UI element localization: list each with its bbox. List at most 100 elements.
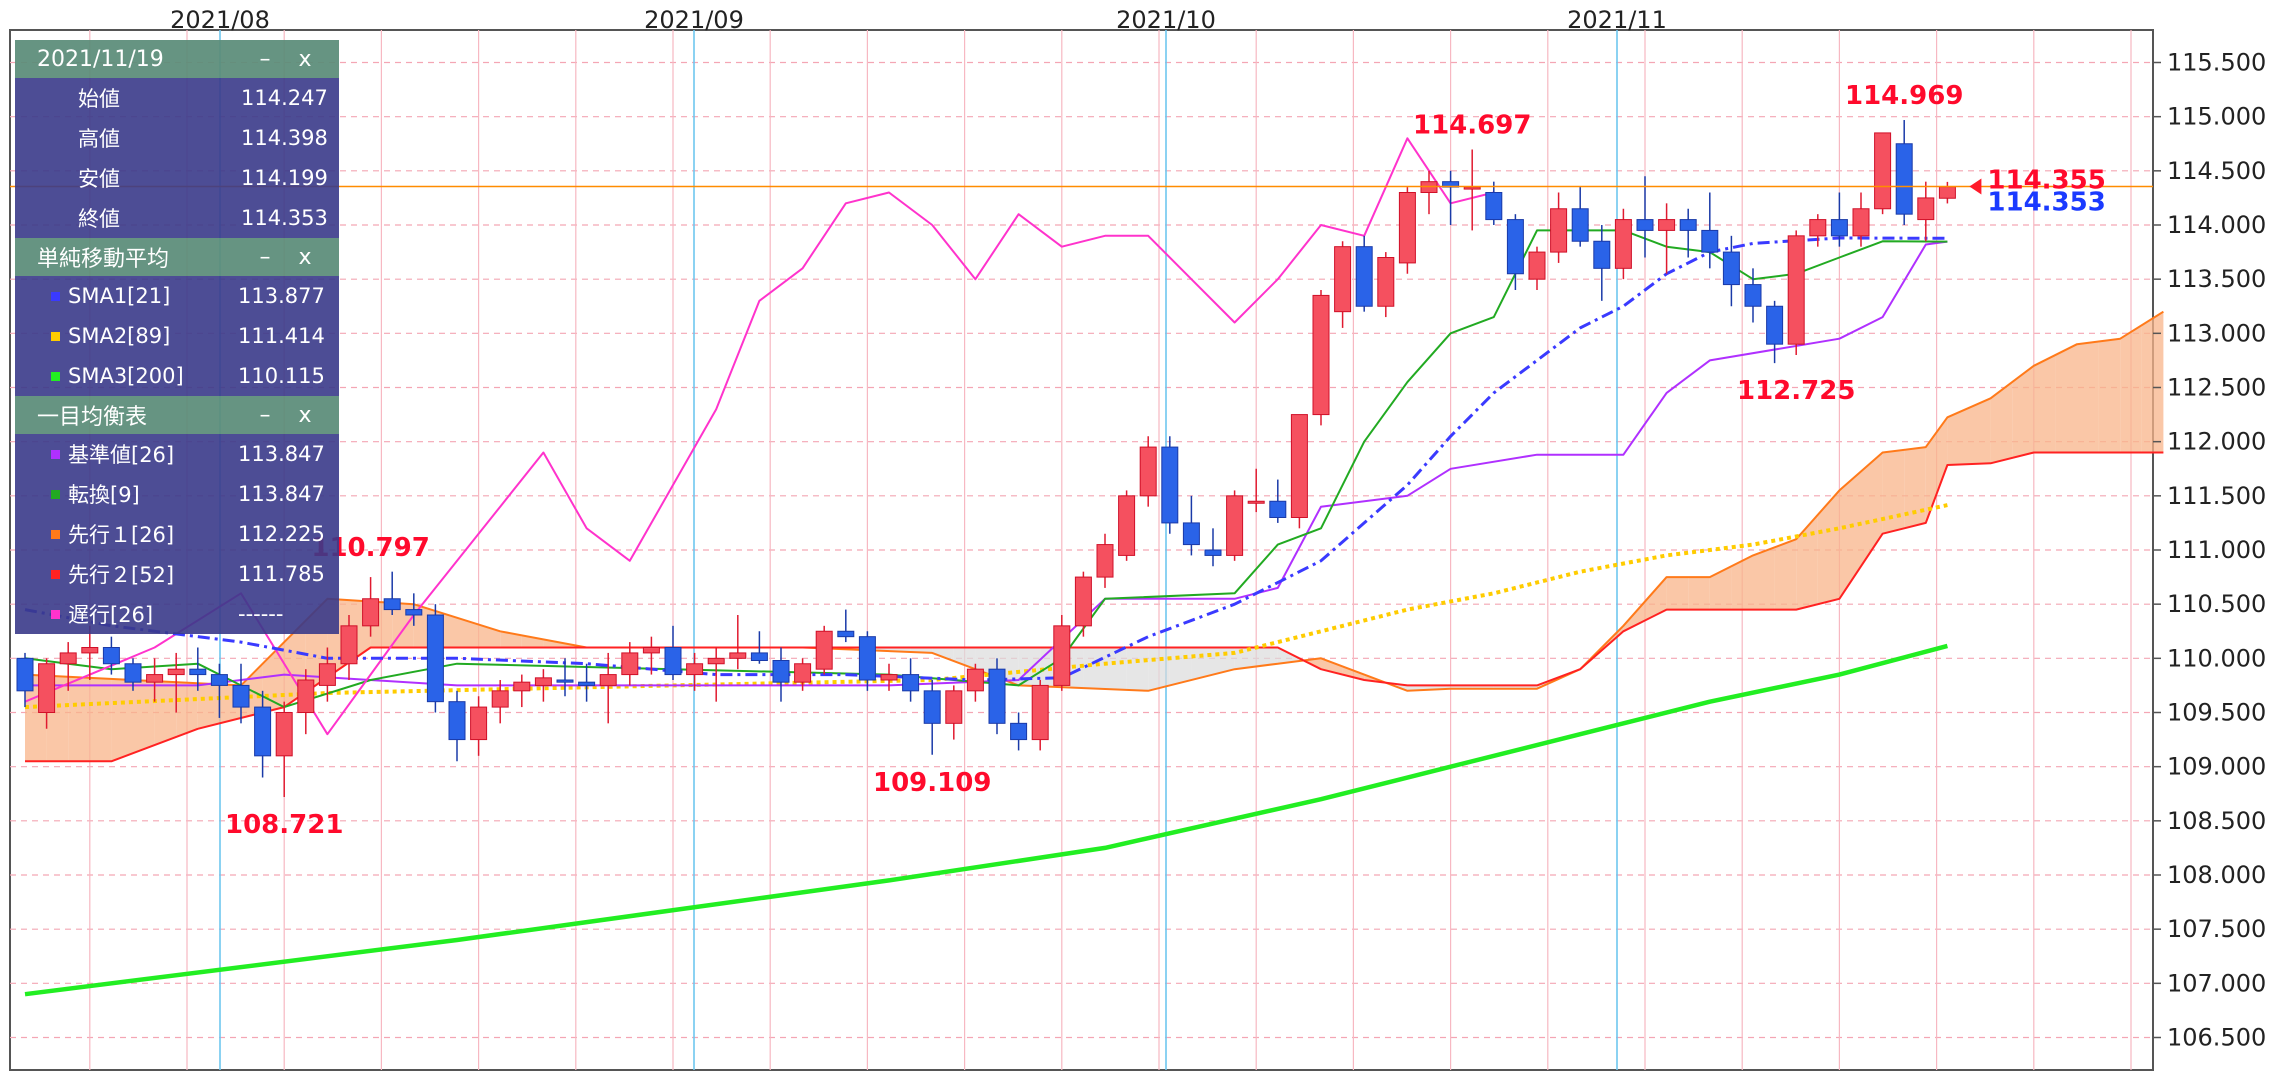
candle-body: [16, 657, 34, 692]
candle-body: [729, 652, 747, 659]
cloud-segment: [1774, 539, 1797, 610]
cloud-segment: [1839, 471, 1861, 599]
legend-swatch: [51, 449, 60, 459]
cloud-segment: [111, 678, 133, 762]
candle-body: [750, 652, 768, 662]
cloud-segment: [154, 681, 177, 745]
candle-body: [534, 677, 552, 686]
candle-body: [210, 674, 228, 686]
candle-body: [232, 684, 250, 708]
y-tick-label: 107.500: [2167, 915, 2266, 943]
cloud-segment: [2141, 311, 2164, 453]
grid: [10, 30, 2153, 1070]
high-low-annotation: 109.109: [873, 768, 991, 798]
cloud-segment: [1969, 398, 1991, 465]
y-tick-label: 112.000: [2167, 428, 2266, 456]
candle-body: [340, 625, 358, 665]
y-tick-label: 107.000: [2167, 969, 2266, 997]
minimize-button[interactable]: –: [259, 402, 271, 428]
candle-body: [1355, 246, 1373, 307]
cloud-segment: [2077, 341, 2099, 453]
candle-body: [837, 630, 855, 638]
cloud-segment: [1990, 382, 2013, 464]
candle-body: [815, 630, 833, 670]
candle-body: [470, 706, 488, 741]
chikou-line: [24, 137, 1495, 736]
sma200-line: [24, 643, 1948, 997]
x-tick-label: 2021/10: [1116, 6, 1216, 34]
cloud-segment: [1148, 647, 1170, 691]
candle-body: [426, 614, 444, 703]
candle-body: [1938, 186, 1956, 199]
minimize-button[interactable]: –: [259, 46, 271, 72]
candle-body: [945, 690, 963, 724]
ohlc-header: 2021/11/19 – x: [15, 40, 339, 78]
legend-swatch: [51, 291, 60, 301]
ichimoku-row: 遅行[26] ------: [15, 594, 339, 634]
candle-body: [966, 668, 984, 692]
bid-price-label: 114.353: [1987, 188, 2105, 218]
candle-body: [1571, 208, 1589, 242]
indicator-panel: 2021/11/19 – x 始値 114.247 高値 114.398 安値 114…: [15, 40, 339, 634]
candle-body: [59, 652, 77, 665]
y-tick-label: 115.000: [2167, 103, 2266, 131]
cloud-segment: [2055, 344, 2077, 453]
minimize-button[interactable]: –: [259, 244, 271, 270]
candles: [16, 120, 1956, 797]
candle-body: [1809, 219, 1827, 237]
candle-body: [254, 706, 272, 757]
y-tick-label: 110.500: [2167, 590, 2266, 618]
y-tick-label: 112.500: [2167, 374, 2266, 402]
candle-body: [189, 668, 207, 676]
x-tick-label: 2021/09: [644, 6, 744, 34]
legend-swatch: [51, 489, 60, 499]
ichimoku-title: 一目均衡表: [37, 405, 148, 430]
legend-swatch: [51, 569, 60, 579]
candle-body: [642, 647, 660, 654]
candle-body: [1917, 197, 1935, 221]
candle-body: [1766, 305, 1784, 345]
candle-body: [1204, 549, 1222, 556]
candle-body: [1010, 722, 1028, 741]
ichimoku-row: 先行１[26] 112.225: [15, 514, 339, 554]
candle-body: [880, 674, 898, 681]
sma-header: 単純移動平均 – x: [15, 238, 339, 276]
ichimoku-row: 先行２[52] 111.785: [15, 554, 339, 594]
candle-body: [578, 681, 596, 686]
candle-body: [1658, 219, 1676, 231]
close-button[interactable]: x: [298, 244, 312, 270]
cloud-segment: [2012, 365, 2034, 458]
close-button[interactable]: x: [298, 46, 312, 72]
candle-body: [1226, 495, 1244, 556]
candle-body: [297, 679, 315, 713]
cloud-segment: [1817, 490, 1840, 605]
legend-swatch: [51, 331, 60, 341]
cloud-segment: [1753, 547, 1775, 610]
candle-body: [556, 679, 574, 683]
candle-body: [491, 690, 509, 708]
candle-body: [1247, 500, 1265, 504]
cloud-segment: [133, 680, 155, 754]
cloud-segment: [457, 617, 479, 648]
legend-swatch: [51, 371, 60, 381]
candle-body: [1679, 219, 1697, 231]
close-button[interactable]: x: [298, 402, 312, 428]
candle-body: [664, 647, 682, 676]
candle-body: [1593, 240, 1611, 269]
cloud-segment: [1688, 577, 1710, 610]
candle-body: [1290, 414, 1308, 519]
cloud-segment: [2033, 355, 2056, 453]
cloud-segment: [1083, 647, 1105, 690]
candle-body: [1787, 235, 1805, 345]
candle-body: [1852, 208, 1870, 237]
candle-body: [1269, 500, 1287, 518]
candle-body: [902, 674, 920, 692]
candle-body: [1053, 625, 1071, 686]
y-tick-label: 113.000: [2167, 319, 2266, 347]
y-tick-label: 106.500: [2167, 1024, 2266, 1052]
cloud-segment: [1645, 577, 1667, 621]
candle-body: [383, 598, 401, 611]
y-tick-label: 110.000: [2167, 644, 2266, 672]
y-tick-label: 111.500: [2167, 482, 2266, 510]
